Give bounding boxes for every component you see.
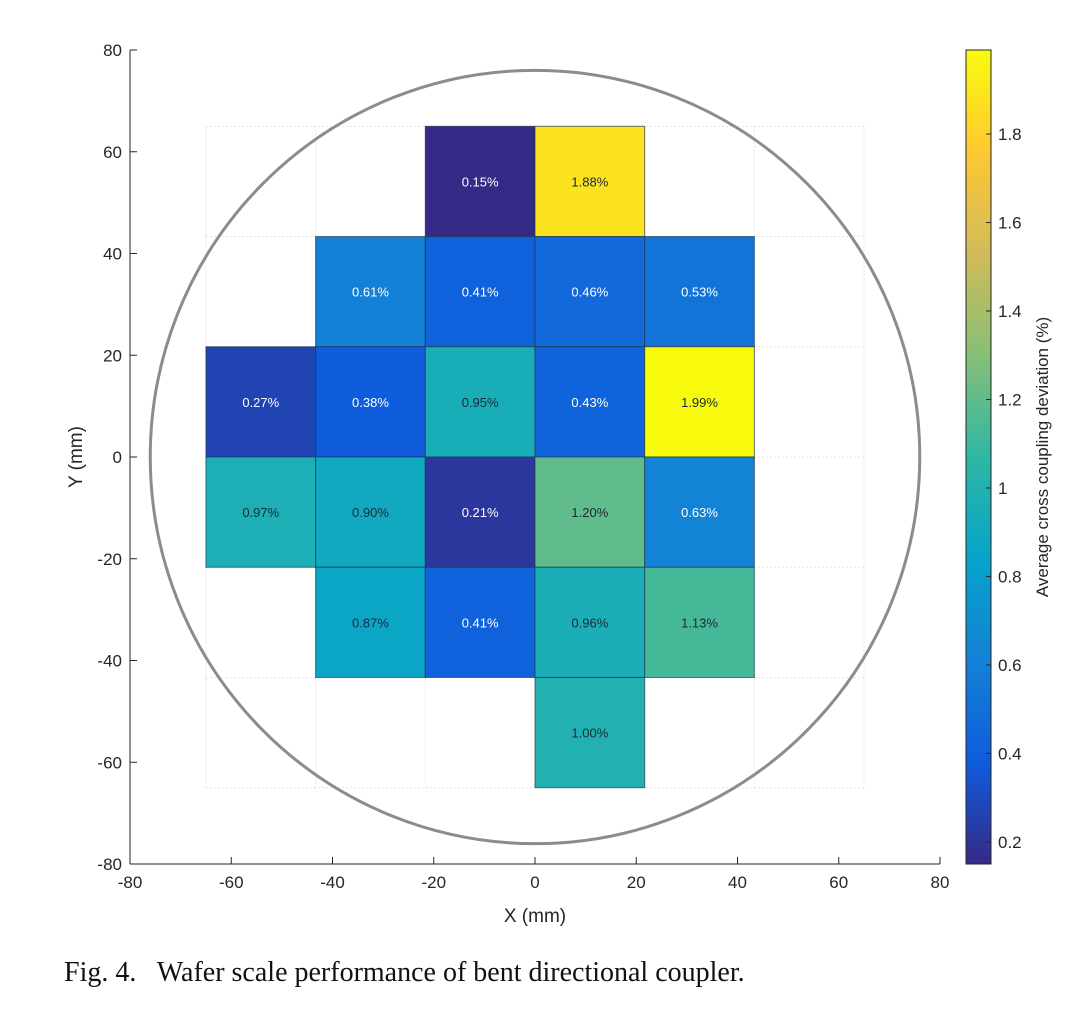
- cell-value-label: 0.41%: [462, 285, 499, 300]
- heatmap-cell: [315, 566, 426, 678]
- heatmap-cell: [424, 456, 536, 568]
- x-tick-label: -60: [219, 873, 244, 892]
- colorbar-tick-label: 1.8: [998, 125, 1022, 144]
- heatmap-cell: [315, 236, 426, 348]
- heatmap-cell: [424, 566, 536, 678]
- x-tick-label: -40: [320, 873, 345, 892]
- colorbar-tick-label: 0.2: [998, 833, 1022, 852]
- heatmap-cell: [315, 456, 426, 568]
- cell-value-label: 0.61%: [352, 285, 389, 300]
- heatmap-cell: [315, 346, 426, 458]
- cell-value-label: 0.95%: [462, 395, 499, 410]
- y-tick-label: 40: [103, 245, 122, 264]
- colorbar-tick-label: 1.2: [998, 390, 1022, 409]
- x-tick-label: 80: [931, 873, 950, 892]
- y-tick-label: 80: [103, 41, 122, 60]
- heatmap-cell: [644, 456, 755, 568]
- cell-value-label: 0.21%: [462, 505, 499, 520]
- colorbar-tick-label: 0.8: [998, 567, 1022, 586]
- cell-value-label: 0.43%: [571, 395, 608, 410]
- x-tick-label: -20: [421, 873, 446, 892]
- cell-value-label: 0.38%: [352, 395, 389, 410]
- y-tick-label: -40: [97, 652, 122, 671]
- x-tick-label: 40: [728, 873, 747, 892]
- colorbar-tick-label: 0.4: [998, 744, 1022, 763]
- heatmap-cell: [205, 456, 317, 568]
- heatmap-cell: [534, 236, 646, 348]
- heatmap-cell: [534, 566, 646, 678]
- cell-value-label: 1.00%: [571, 726, 608, 741]
- cell-value-label: 0.41%: [462, 615, 499, 630]
- heatmap-cell: [534, 125, 646, 238]
- cell-value-label: 0.27%: [242, 395, 279, 410]
- y-tick-label: -80: [97, 855, 122, 874]
- y-tick-label: 20: [103, 346, 122, 365]
- cell-value-label: 0.90%: [352, 505, 389, 520]
- cell-value-label: 0.15%: [462, 174, 499, 189]
- x-tick-label: 20: [627, 873, 646, 892]
- cell-value-label: 0.87%: [352, 615, 389, 630]
- colorbar: [965, 49, 992, 865]
- y-tick-label: -20: [97, 550, 122, 569]
- colorbar-tick-label: 1.4: [998, 302, 1022, 321]
- y-tick-label: 0: [113, 448, 122, 467]
- colorbar-tick-label: 1.6: [998, 214, 1022, 233]
- cell-value-label: 1.20%: [571, 505, 608, 520]
- heatmap-cell: [644, 566, 755, 678]
- cell-value-label: 0.96%: [571, 615, 608, 630]
- cell-value-label: 0.46%: [571, 285, 608, 300]
- heatmap-cell: [534, 456, 646, 568]
- y-tick-label: 60: [103, 143, 122, 162]
- heatmap-cell: [644, 346, 755, 458]
- y-tick-label: -60: [97, 753, 122, 772]
- x-axis-label: X (mm): [504, 906, 566, 927]
- x-tick-label: -80: [118, 873, 143, 892]
- cell-value-label: 1.13%: [681, 615, 718, 630]
- y-axis-label: Y (mm): [66, 426, 87, 488]
- colorbar-tick-label: 0.6: [998, 656, 1022, 675]
- heatmap-cell: [534, 676, 646, 789]
- colorbar-tick-label: 1: [998, 479, 1007, 498]
- cell-value-label: 0.63%: [681, 505, 718, 520]
- heatmap-cell: [424, 236, 536, 348]
- wafer-outline: [148, 68, 922, 846]
- x-tick-label: 0: [530, 873, 539, 892]
- cell-value-label: 1.99%: [681, 395, 718, 410]
- heatmap-cell: [424, 346, 536, 458]
- figure-caption: Fig. 4. Wafer scale performance of bent …: [64, 957, 745, 988]
- cell-value-label: 0.97%: [242, 505, 279, 520]
- cell-value-label: 1.88%: [571, 174, 608, 189]
- colorbar-label: Average cross coupling deviation (%): [1033, 317, 1052, 597]
- x-tick-label: 60: [829, 873, 848, 892]
- heatmap-cell: [534, 346, 646, 458]
- cell-value-label: 0.53%: [681, 285, 718, 300]
- heatmap-cell: [644, 236, 755, 348]
